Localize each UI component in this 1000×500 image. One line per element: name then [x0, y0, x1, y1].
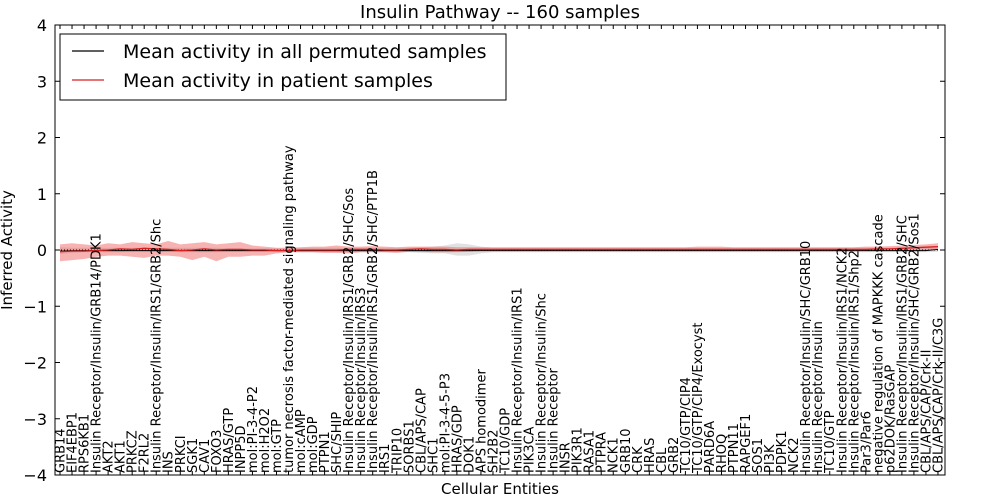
y-tick-label: −3 — [23, 410, 47, 429]
band-patient — [60, 241, 938, 262]
x-category-label: PRKCZ — [126, 430, 141, 473]
x-category-label: CBL/APS/CAP — [414, 388, 429, 473]
series-lines — [55, 245, 945, 253]
x-category-label: Insulin Receptor/Insulin/IRS3 — [354, 287, 369, 473]
x-axis-label: Cellular Entities — [441, 480, 559, 498]
legend: Mean activity in all permuted samples Me… — [59, 33, 507, 101]
x-category-label: TC10/GTP/CIP4 — [679, 377, 694, 474]
x-category-label: TC10/GDP — [499, 408, 514, 474]
x-category-label: APS homodimer — [474, 369, 489, 473]
series-line-permuted — [59, 248, 939, 252]
x-category-label: Insulin Receptor/Insulin/IRS1/GRB2/Shc — [150, 219, 165, 473]
x-category-label: CRK — [631, 446, 646, 473]
axis-ticks: 4 3 2 1 0 −1 −2 −3 −4 — [23, 16, 945, 485]
x-category-label: AKT2 — [102, 440, 117, 473]
x-category-label: PARD6A — [703, 421, 718, 473]
x-category-label: PTPN1 — [318, 431, 333, 473]
x-category-label: Insulin Receptor/Insulin/SHC/GRB2/Sos1 — [907, 213, 922, 473]
x-category-label: HRAS/GDP — [450, 405, 465, 473]
x-category-label: Insulin Receptor/Insulin/Shc — [535, 293, 550, 473]
y-tick-label: 2 — [37, 129, 47, 148]
x-category-label: TRIP10 — [390, 428, 405, 474]
x-category-label: INSR — [559, 442, 574, 473]
x-category-label: TC10/GTP/CIP4/Exocyst — [691, 322, 706, 474]
y-tick-label: 4 — [37, 16, 47, 35]
y-tick-label: 3 — [37, 72, 47, 91]
y-tick-label: −4 — [23, 466, 47, 485]
x-category-label: INS — [162, 451, 177, 473]
x-category-label: PRKCI — [174, 435, 189, 473]
x-category-label: PTPN11 — [727, 423, 742, 473]
x-category-label: TC10/GTP — [823, 410, 838, 474]
x-category-label: mol:H2O2 — [258, 408, 273, 473]
x-category-label: SOS1 — [751, 438, 766, 473]
y-axis-label: Inferred Activity — [0, 190, 16, 310]
plot-frame — [54, 24, 946, 476]
x-category-label: CBL — [655, 447, 670, 473]
x-category-label: Insulin Receptor/Insulin — [811, 321, 826, 473]
x-category-label: Insulin Receptor/Insulin/GRB14/PDK1 — [90, 233, 105, 473]
x-category-label: INPP5D — [234, 425, 249, 473]
x-category-label: Insulin Receptor — [547, 367, 562, 473]
y-tick-label: 1 — [37, 185, 47, 204]
x-category-label: SHC1 — [426, 438, 441, 473]
x-category-label: PIK3CA — [523, 426, 538, 473]
x-category-label: Par3/Par6 — [859, 411, 874, 473]
x-category-label: IRS1 — [378, 444, 393, 473]
x-category-label: GRB14 — [54, 428, 69, 473]
x-category-label: FOXO3 — [210, 430, 225, 473]
x-category-label: RASA1 — [583, 430, 598, 473]
x-category-label: AKT1 — [114, 440, 129, 473]
x-category-label: Insulin Receptor/Insulin/IRS1 — [511, 287, 526, 473]
x-category-label: GRB2 — [667, 437, 682, 473]
x-category-label: Insulin Receptor/Insulin/IRS1/GRB2/SHC/P… — [366, 170, 381, 473]
x-category-label: tumor necrosis factor-mediated signaling… — [282, 145, 297, 473]
y-tick-label: −2 — [23, 354, 47, 373]
x-category-label: PDPK1 — [775, 431, 790, 474]
x-category-label: SORBS1 — [402, 420, 417, 473]
x-category-label: HRAS — [643, 438, 658, 473]
x-category-label: HRAS/GTP — [222, 408, 237, 473]
legend-box — [59, 33, 507, 101]
x-category-label: RPS6KB1 — [78, 414, 93, 473]
x-category-label: Insulin Receptor/Insulin/IRS1/Shp2 — [847, 250, 862, 473]
series-line-patient — [59, 245, 939, 253]
x-category-label: SGK1 — [186, 438, 201, 473]
chart-title: Insulin Pathway -- 160 samples — [360, 2, 640, 23]
x-category-label: SH2B2 — [486, 430, 501, 474]
x-category-label: mol:PI-3-4-P2 — [246, 386, 261, 473]
x-category-label: Insulin Receptor/Insulin/IRS1/GRB2/SHC — [895, 215, 910, 473]
x-category-label: CBL/APS/CAP/Crk-II/C3G — [931, 318, 946, 473]
x-category-label: Insulin Receptor/Insulin/SHC/GRB10 — [799, 241, 814, 473]
x-category-label: DOK1 — [462, 436, 477, 473]
x-category-label: NCK1 — [607, 437, 622, 473]
x-category-label: mol:GDP — [306, 416, 321, 473]
x-category-label: GRB10 — [619, 428, 634, 473]
x-category-label: mol:cAMP — [294, 409, 309, 473]
x-category-label: p62DOK/RasGAP — [883, 365, 898, 473]
x-category-label: mol:PI-3-4-5-P3 — [438, 373, 453, 473]
x-category-label: NCK2 — [787, 437, 802, 473]
x-category-label: RAPGEF1 — [739, 414, 754, 473]
legend-label-patient: Mean activity in patient samples — [123, 70, 433, 92]
x-category-label: EIF4EBP1 — [66, 412, 81, 473]
x-category-label: mol:GTP — [270, 419, 285, 473]
x-category-label: PTPRA — [595, 432, 610, 473]
y-tick-label: 0 — [37, 241, 47, 260]
x-category-label: Insulin Receptor/Insulin/IRS1/NCK2 — [835, 247, 850, 473]
legend-label-permuted: Mean activity in all permuted samples — [123, 41, 486, 63]
x-category-label: CBL/APS/CAP/Crk-II — [919, 350, 934, 473]
x-category-label: F2RL2 — [138, 433, 153, 473]
x-category-label: negative regulation of MAPKKK cascade — [871, 214, 886, 473]
x-category-label: CAV1 — [198, 439, 213, 473]
x-category-label: RHOQ — [715, 434, 730, 473]
x-category-label: Insulin Receptor/Insulin/IRS1/GRB2/SHC/S… — [342, 188, 357, 473]
y-tick-label: −1 — [23, 297, 47, 316]
x-category-label: PI3K — [763, 444, 778, 473]
x-category-label: SHC/SHIP — [330, 412, 345, 473]
x-category-label: PIK3R1 — [571, 427, 586, 473]
